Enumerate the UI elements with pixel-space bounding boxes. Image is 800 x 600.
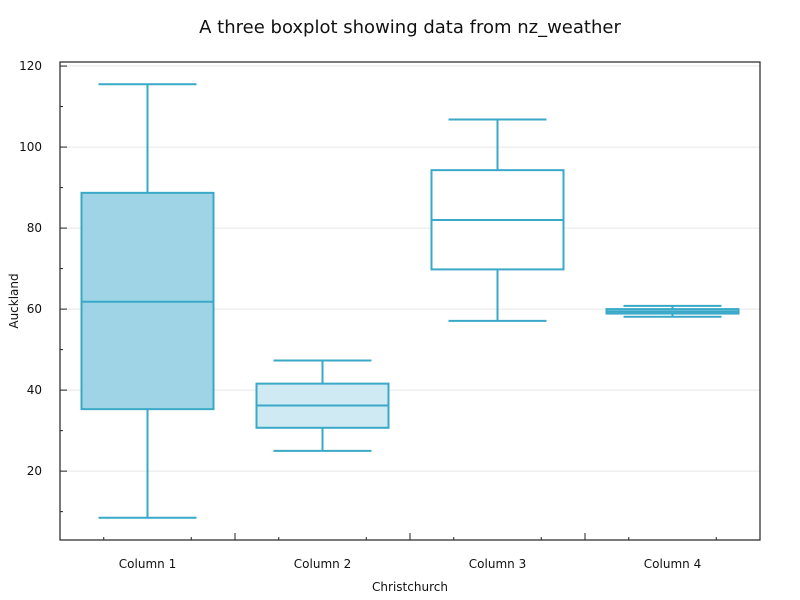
y-tick-label: 40 xyxy=(27,383,42,397)
box-group xyxy=(430,118,565,322)
y-tick-label: 20 xyxy=(27,464,42,478)
y-tick-label: 80 xyxy=(27,221,42,235)
y-tick-label: 100 xyxy=(19,140,42,154)
x-tick-label: Column 4 xyxy=(644,557,701,571)
box-group xyxy=(80,83,215,519)
x-tick-label: Column 3 xyxy=(469,557,526,571)
y-tick-label: 120 xyxy=(19,59,42,73)
box-series xyxy=(80,83,740,519)
y-axis-label: Auckland xyxy=(7,273,21,328)
x-axis-label: Christchurch xyxy=(372,580,448,594)
box-group xyxy=(605,304,740,318)
chart-title: A three boxplot showing data from nz_wea… xyxy=(199,17,621,38)
box-group xyxy=(255,359,390,452)
x-tick-label: Column 2 xyxy=(294,557,351,571)
y-tick-label: 60 xyxy=(27,302,42,316)
axis-ticks: 20 40 60 80 100 120 Column 1 Column 2 Column 3 Co… xyxy=(19,59,761,571)
x-tick-label: Column 1 xyxy=(119,557,176,571)
